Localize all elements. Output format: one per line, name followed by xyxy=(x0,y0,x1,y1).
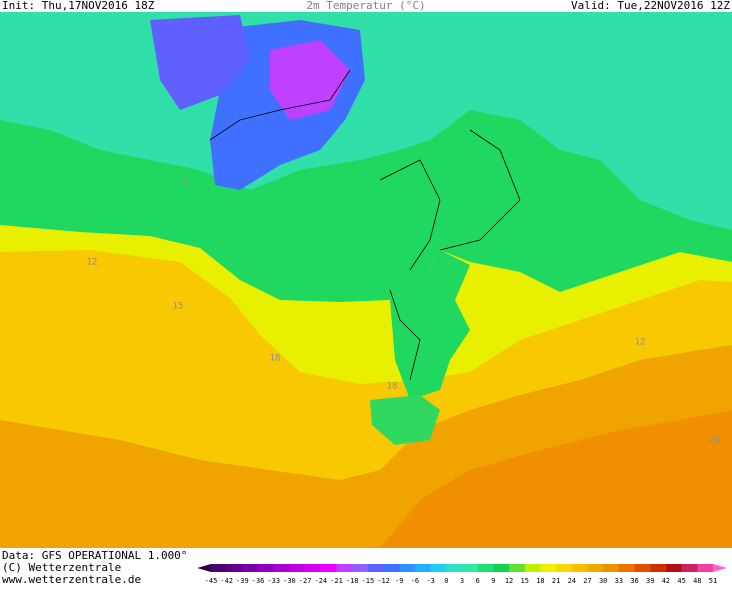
colorbar-label: -6 xyxy=(411,577,419,585)
map xyxy=(0,12,732,548)
contour-label: 24 xyxy=(710,436,721,446)
colorbar-bin xyxy=(242,564,259,572)
colorbar-bin xyxy=(462,564,478,572)
colorbar-label: 15 xyxy=(521,577,529,585)
colorbar-label: 51 xyxy=(709,577,717,585)
colorbar-bin xyxy=(587,564,604,572)
colorbar-label: -45 xyxy=(205,577,218,585)
colorbar-label: 18 xyxy=(536,577,544,585)
field-dark-orange xyxy=(380,410,732,548)
colorbar-bin xyxy=(697,564,714,572)
colorbar-bin xyxy=(226,564,243,572)
colorbar-label: -30 xyxy=(283,577,296,585)
colorbar-label: 12 xyxy=(505,577,513,585)
colorbar-bin xyxy=(524,564,541,572)
colorbar-bin xyxy=(289,564,306,572)
colorbar-label: -18 xyxy=(346,577,359,585)
url: www.wetterzentrale.de xyxy=(2,573,141,586)
colorbar-bin xyxy=(665,564,682,572)
colorbar-bin xyxy=(681,564,698,572)
colorbar-bin xyxy=(509,564,526,572)
colorbar-bin xyxy=(211,564,227,572)
colorbar-bin xyxy=(273,564,290,572)
colorbar-label: 9 xyxy=(491,577,495,585)
colorbar-bin xyxy=(540,564,557,572)
copyright: (C) Wetterzentrale xyxy=(2,561,121,574)
colorbar-label: -9 xyxy=(395,577,403,585)
colorbar-label: 36 xyxy=(630,577,638,585)
colorbar-bin xyxy=(477,564,494,572)
colorbar: -45 -42 -39 -36 -33 -30 -27 -24 -21 -18 -15 -12 -9 -6… xyxy=(197,564,727,585)
colorbar-label: -12 xyxy=(377,577,390,585)
contour-label: 15 xyxy=(173,302,184,312)
colorbar-bin xyxy=(336,564,353,572)
colorbar-bin xyxy=(258,564,275,572)
contour-label: 12 xyxy=(87,258,98,268)
colorbar-label: 33 xyxy=(615,577,623,585)
field-green-europe xyxy=(390,250,470,400)
colorbar-bin xyxy=(618,564,635,572)
colorbar-label: -36 xyxy=(252,577,265,585)
colorbar-label: 21 xyxy=(552,577,560,585)
contour-label: 12 xyxy=(635,338,646,348)
colorbar-label: 30 xyxy=(599,577,607,585)
colorbar-label: -42 xyxy=(220,577,233,585)
colorbar-bin xyxy=(634,564,651,572)
colorbar-bin xyxy=(603,564,620,572)
colorbar-arrow-left xyxy=(197,564,211,572)
colorbar-label: -39 xyxy=(236,577,249,585)
colorbar-label: 24 xyxy=(568,577,576,585)
contour-labels: 9 12 15 18 18 12 24 xyxy=(87,177,721,446)
contour-label: 18 xyxy=(270,354,281,364)
init-text: Init: Thu,17NOV2016 18Z xyxy=(2,0,155,12)
field-green-iberia xyxy=(370,395,440,445)
colorbar-bin xyxy=(367,564,384,572)
colorbar-bin xyxy=(320,564,337,572)
colorbar-label: -33 xyxy=(267,577,280,585)
colorbar-bin xyxy=(399,564,416,572)
field-blue-arctic xyxy=(150,15,250,110)
colorbar-bin xyxy=(383,564,400,572)
colorbar-bin xyxy=(571,564,588,572)
colorbar-bin xyxy=(430,564,447,572)
colorbar-label: -15 xyxy=(362,577,375,585)
contour-label: 9 xyxy=(183,177,188,187)
valid-text: Valid: Tue,22NOV2016 12Z xyxy=(571,0,730,12)
colorbar-label: -21 xyxy=(330,577,343,585)
colorbar-arrow-right xyxy=(713,564,727,572)
contour-label: 18 xyxy=(387,382,398,392)
colorbar-bin xyxy=(305,564,322,572)
colorbar-label: 42 xyxy=(662,577,670,585)
title: 2m Temperatur (°C) xyxy=(306,0,425,12)
data-source: Data: GFS OPERATIONAL 1.000° xyxy=(2,549,187,562)
colorbar-label: 27 xyxy=(583,577,591,585)
colorbar-label: -27 xyxy=(299,577,312,585)
colorbar-bin xyxy=(414,564,431,572)
colorbar-bin xyxy=(650,564,667,572)
colorbar-bin xyxy=(446,564,463,572)
colorbar-label: -3 xyxy=(426,577,434,585)
colorbar-label: 45 xyxy=(677,577,685,585)
colorbar-label: 39 xyxy=(646,577,654,585)
colorbar-bin xyxy=(556,564,573,572)
colorbar-label: -24 xyxy=(314,577,327,585)
colorbar-bin xyxy=(493,564,510,572)
colorbar-label: 48 xyxy=(693,577,701,585)
colorbar-label: 6 xyxy=(476,577,480,585)
colorbar-label: 3 xyxy=(460,577,464,585)
coastline xyxy=(209,69,521,381)
colorbar-bin xyxy=(352,564,369,572)
colorbar-label: 0 xyxy=(444,577,448,585)
header-bar xyxy=(0,0,732,12)
